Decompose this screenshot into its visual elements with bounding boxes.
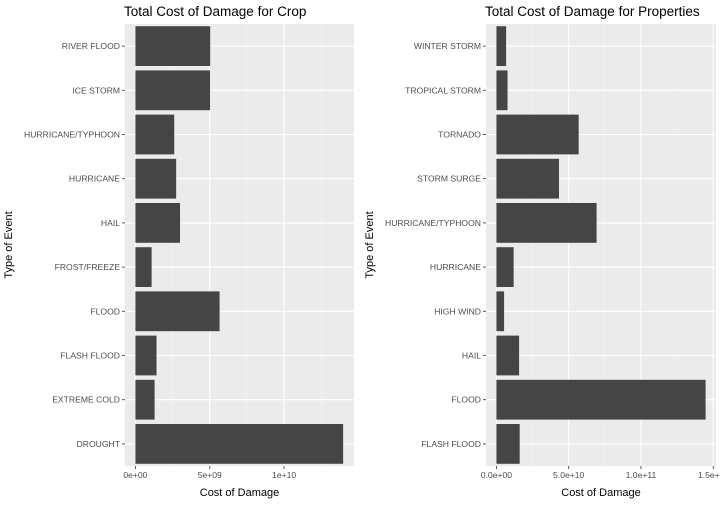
bar-flash-flood bbox=[135, 335, 157, 376]
bar-winter-storm bbox=[496, 26, 507, 66]
x-tick-label: 1e+10 bbox=[272, 470, 296, 480]
bar-hurricane bbox=[496, 247, 514, 287]
y-tick-label: WINTER STORM bbox=[414, 41, 481, 51]
y-tick-label: ICE STORM bbox=[72, 85, 120, 95]
bar-hurricane-typhoon bbox=[496, 203, 597, 243]
bar-river-flood bbox=[135, 26, 211, 66]
y-tick-label: RIVER FLOOD bbox=[62, 41, 120, 51]
y-tick-label: HIGH WIND bbox=[434, 306, 481, 316]
bar-drought bbox=[135, 424, 344, 464]
y-tick-label: FROST/FREEZE bbox=[55, 262, 121, 272]
y-tick-label: HAIL bbox=[101, 218, 120, 228]
bar-ice-storm bbox=[135, 70, 211, 111]
bar-frost-freeze bbox=[135, 247, 152, 287]
bar-hurricane-typhoon bbox=[135, 114, 175, 155]
bar-flood bbox=[135, 291, 220, 332]
bar-tornado bbox=[496, 114, 579, 155]
y-tick-label: STORM SURGE bbox=[417, 174, 481, 184]
y-tick-label: HAIL bbox=[462, 351, 481, 361]
y-tick-label: EXTREME COLD bbox=[52, 395, 120, 405]
x-tick-label: 5.0e+10 bbox=[553, 470, 585, 480]
x-tick-label: 1.5e+11 bbox=[698, 470, 720, 480]
x-tick-label: 0.0e+00 bbox=[481, 470, 513, 480]
bar-high-wind bbox=[496, 291, 505, 332]
bar-tropical-storm bbox=[496, 70, 508, 111]
y-tick-label: FLASH FLOOD bbox=[60, 351, 120, 361]
y-tick-label: DROUGHT bbox=[77, 439, 121, 449]
y-tick-label: HURRICANE bbox=[430, 262, 481, 272]
y-axis-title: Type of Event bbox=[364, 211, 376, 278]
bar-storm-surge bbox=[496, 158, 560, 199]
y-tick-label: FLOOD bbox=[451, 395, 481, 405]
y-tick-label: TROPICAL STORM bbox=[405, 85, 481, 95]
chart-panel-2: FLASH FLOOD FLOOD HAIL HIGH WIND HURRICANE HU… bbox=[364, 4, 720, 499]
bar-flood bbox=[496, 379, 706, 420]
y-tick-label: HURRICANE bbox=[69, 174, 120, 184]
chart-title: Total Cost of Damage for Crop bbox=[124, 4, 306, 19]
y-tick-label: HURRICANE/TYPHOON bbox=[385, 218, 481, 228]
bar-hail bbox=[135, 203, 181, 243]
chart-panel-1: DROUGHT EXTREME COLD FLASH FLOOD FLOOD FROST… bbox=[3, 4, 354, 499]
x-tick-label: 0e+00 bbox=[123, 470, 147, 480]
y-tick-label: FLOOD bbox=[90, 306, 120, 316]
bar-extreme-cold bbox=[135, 379, 155, 420]
bar-flash-flood bbox=[496, 424, 520, 464]
bar-hail bbox=[496, 335, 520, 376]
y-axis-title: Type of Event bbox=[3, 211, 15, 278]
bar-hurricane bbox=[135, 158, 177, 199]
y-tick-label: HURRICANE/TYPHOON bbox=[24, 130, 120, 140]
x-tick-label: 1.0e+11 bbox=[626, 470, 657, 480]
chart-title: Total Cost of Damage for Properties bbox=[485, 4, 700, 19]
y-tick-label: TORNADO bbox=[438, 130, 481, 140]
y-tick-label: FLASH FLOOD bbox=[421, 439, 481, 449]
x-axis-title: Cost of Damage bbox=[561, 487, 640, 499]
x-axis-title: Cost of Damage bbox=[200, 487, 279, 499]
x-tick-label: 5e+09 bbox=[198, 470, 222, 480]
